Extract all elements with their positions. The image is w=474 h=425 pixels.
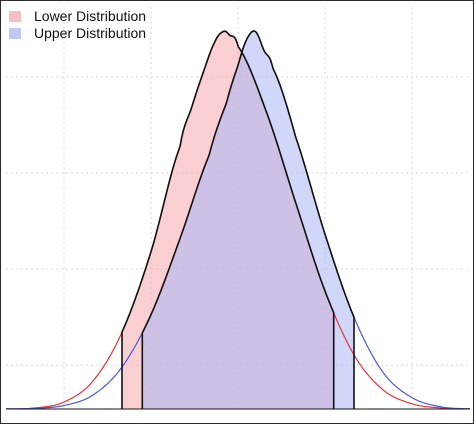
interval-borders — [6, 30, 470, 410]
legend-label-upper: Upper Distribution — [34, 25, 147, 41]
series-outline-1 — [141, 30, 355, 409]
legend-item-upper: Upper Distribution — [9, 25, 146, 42]
series-fill-1 — [142, 31, 354, 410]
fills — [122, 31, 354, 410]
legend-label-lower: Lower Distribution — [34, 8, 147, 24]
legend-swatch-upper — [9, 28, 21, 39]
series-outline-0 — [121, 30, 335, 409]
legend: Lower Distribution Upper Distribution — [9, 8, 146, 42]
legend-swatch-lower — [9, 11, 21, 22]
legend-item-lower: Lower Distribution — [9, 8, 146, 25]
